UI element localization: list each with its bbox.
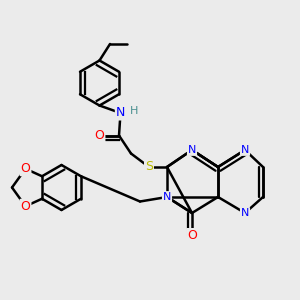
Text: N: N: [241, 208, 249, 218]
Text: O: O: [21, 162, 31, 175]
Text: S: S: [145, 160, 153, 173]
Text: H: H: [130, 106, 138, 116]
Text: O: O: [94, 129, 104, 142]
Text: N: N: [116, 106, 125, 119]
Text: O: O: [21, 200, 31, 213]
Text: N: N: [241, 145, 249, 155]
Text: O: O: [187, 229, 197, 242]
Text: N: N: [188, 145, 196, 155]
Text: N: N: [163, 192, 171, 202]
